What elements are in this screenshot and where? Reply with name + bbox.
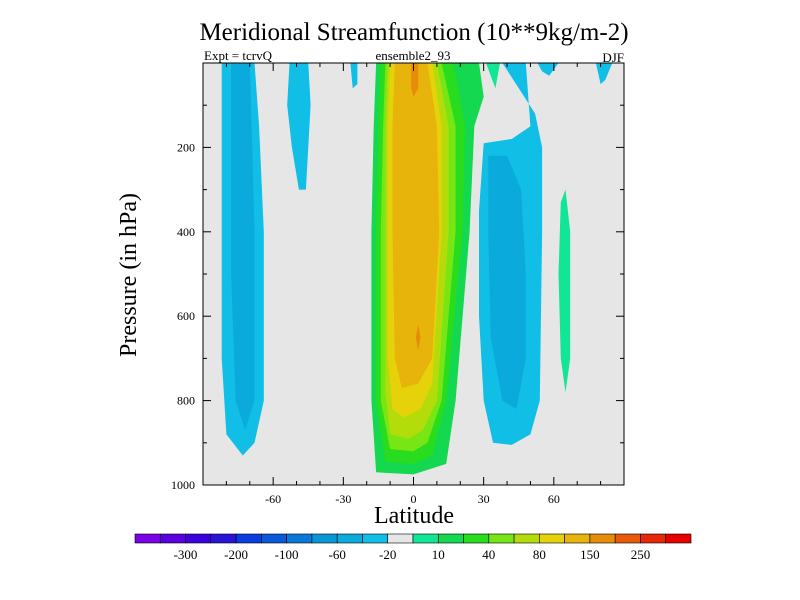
contour-band-2-1 <box>231 63 255 431</box>
x-axis: -60 -30 0 30 60 <box>225 63 602 506</box>
colorbar-box <box>463 533 490 544</box>
colorbar-box <box>235 533 262 544</box>
colorbar-label: 10 <box>432 547 445 562</box>
colorbar-labels: -300 -200 -100 -60 -20 10 40 80 150 250 <box>174 547 651 562</box>
contour-band-1-2 <box>486 63 500 89</box>
y-tick-label: 800 <box>177 394 195 408</box>
colorbar-label: 40 <box>482 547 495 562</box>
colorbar-label: -100 <box>275 547 299 562</box>
subtitle-right: DJF <box>602 50 624 65</box>
contour-band-2-6 <box>537 63 559 76</box>
colorbar-box <box>640 533 667 544</box>
contour-band-2-5 <box>488 155 526 409</box>
subtitle-left: Expt = tcrvQ <box>204 48 273 63</box>
contour-band-1-1 <box>462 63 484 127</box>
contour-band-0-6 <box>411 63 419 97</box>
colorbar-label: -200 <box>224 547 248 562</box>
colorbar-box <box>665 533 692 544</box>
colorbar <box>134 533 692 544</box>
colorbar-box <box>185 533 212 544</box>
x-tick-label: 0 <box>411 492 417 506</box>
contour-band-2-2 <box>287 63 311 190</box>
y-tick-label: 200 <box>177 140 195 154</box>
colorbar-box <box>589 533 616 544</box>
y-tick-label: 400 <box>177 225 195 239</box>
subtitle-center: ensemble2_93 <box>375 48 450 63</box>
x-tick-label: 30 <box>478 492 490 506</box>
x-tick-label: -30 <box>335 492 351 506</box>
x-tick-label: 60 <box>548 492 560 506</box>
colorbar-box <box>614 533 641 544</box>
y-axis: 200 400 600 800 1000 <box>171 104 624 492</box>
colorbar-box <box>387 533 414 544</box>
colorbar-box <box>412 533 439 544</box>
x-tick-label: -60 <box>265 492 281 506</box>
chart-title: Meridional Streamfunction (10**9kg/m-2) <box>199 19 628 46</box>
colorbar-box <box>261 533 287 544</box>
colorbar-box <box>134 533 161 544</box>
colorbar-box <box>210 533 237 544</box>
contour-band-1-0 <box>558 189 571 393</box>
colorbar-box <box>513 533 540 544</box>
colorbar-label: -20 <box>379 547 396 562</box>
colorbar-box <box>437 533 464 544</box>
colorbar-box <box>488 533 515 544</box>
y-tick-label: 600 <box>177 309 195 323</box>
colorbar-label: -60 <box>329 547 346 562</box>
colorbar-box <box>159 533 186 544</box>
colorbar-label: -300 <box>174 547 198 562</box>
colorbar-box <box>564 533 591 544</box>
y-axis-label: Pressure (in hPa) <box>116 193 142 357</box>
colorbar-label: 80 <box>533 547 546 562</box>
colorbar-box <box>539 533 565 544</box>
y-tick-label: 1000 <box>171 478 195 492</box>
colorbar-box <box>311 533 338 544</box>
contour-band-0-5 <box>392 63 440 388</box>
contour-band-0-7 <box>415 324 421 350</box>
colorbar-box <box>286 533 313 544</box>
contour-band-2-3 <box>350 63 358 89</box>
contour-field <box>221 63 613 475</box>
colorbar-label: 150 <box>580 547 600 562</box>
colorbar-box <box>362 533 389 544</box>
colorbar-box <box>336 533 363 544</box>
x-axis-label: Latitude <box>374 503 454 529</box>
contour-band-2-7 <box>595 63 613 85</box>
colorbar-label: 250 <box>631 547 651 562</box>
